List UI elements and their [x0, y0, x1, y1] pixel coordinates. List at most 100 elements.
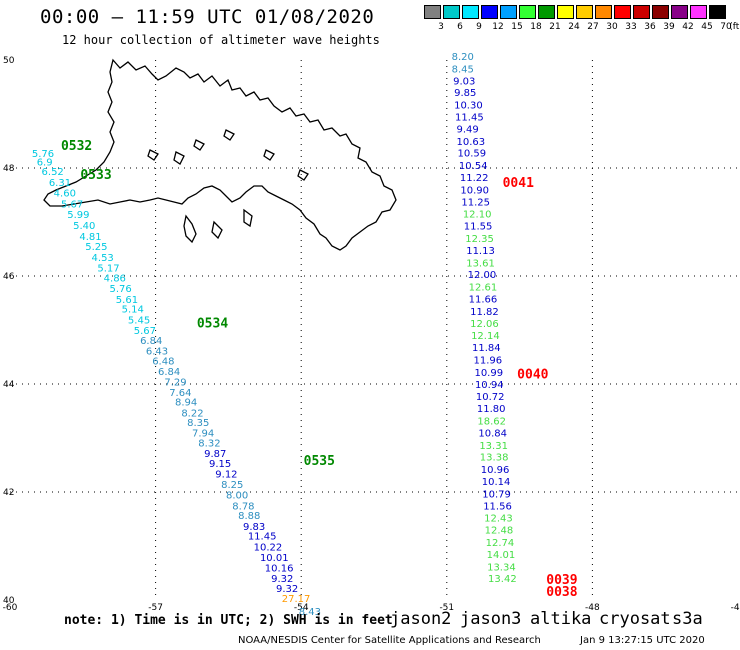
swh-value: 9.32 — [271, 574, 293, 585]
swh-value: 10.79 — [482, 489, 511, 500]
swh-value: 5.40 — [73, 221, 95, 232]
swh-value: 5.76 — [32, 149, 54, 160]
lat-tick-label: 44 — [3, 380, 15, 390]
swh-value: 11.13 — [466, 246, 495, 257]
legend-label: 70 — [720, 22, 732, 32]
swh-value: 5.45 — [128, 316, 150, 327]
swh-value: 10.63 — [457, 137, 486, 148]
swh-value: 6.84 — [140, 336, 162, 347]
legend-swatch — [481, 5, 498, 19]
legend-swatch — [709, 5, 726, 19]
legend-swatch — [443, 5, 460, 19]
swh-value: 10.90 — [460, 185, 489, 196]
legend-label: 30 — [606, 22, 618, 32]
generated-timestamp: Jan 9 13:27:15 UTC 2020 — [580, 635, 705, 646]
swh-value: 11.84 — [472, 343, 501, 354]
swh-value: 12.06 — [470, 319, 499, 330]
swh-value: 10.84 — [478, 428, 507, 439]
pass-time-label: 0039 — [546, 573, 577, 588]
legend-label: 39 — [663, 22, 675, 32]
swh-value: 9.87 — [204, 449, 226, 460]
swh-value: 7.64 — [169, 388, 191, 399]
swh-value: 12.61 — [469, 283, 498, 294]
swh-value: 10.01 — [260, 553, 289, 564]
west-satellite-track: 5.766.96.526.314.605.675.995.404.815.254… — [32, 149, 321, 618]
lon-tick-label: -57 — [148, 603, 163, 613]
swh-value: 10.99 — [474, 368, 503, 379]
legend-swatch — [576, 5, 593, 19]
swh-value: 11.25 — [461, 197, 490, 208]
swh-value: 11.96 — [473, 355, 502, 366]
swh-value: 12.43 — [484, 514, 513, 525]
swh-value: 10.72 — [476, 392, 505, 403]
satellite-jason3: jason3 — [460, 609, 522, 629]
swh-value: 13.31 — [479, 441, 508, 452]
swh-value: 12.74 — [486, 538, 515, 549]
map-subtitle: 12 hour collection of altimeter wave hei… — [62, 33, 380, 47]
swh-value: 4.60 — [54, 189, 76, 200]
swh-value: 7.94 — [192, 428, 214, 439]
legend-unit: (ft) — [729, 22, 740, 32]
swh-value: 11.45 — [248, 532, 277, 543]
swh-value: 8.22 — [181, 408, 203, 419]
swh-value: 8.25 — [221, 480, 243, 491]
legend-label: 21 — [549, 22, 561, 32]
swh-value: 4.53 — [92, 253, 114, 264]
legend-label: 6 — [457, 22, 463, 32]
swh-value: 5.99 — [67, 210, 89, 221]
legend-label: 45 — [701, 22, 713, 32]
legend-label: 18 — [530, 22, 542, 32]
legend-swatch — [424, 5, 441, 19]
legend-swatch — [557, 5, 574, 19]
swh-value: 10.22 — [254, 542, 283, 553]
swh-value: 12.14 — [471, 331, 500, 342]
swh-value: 10.96 — [481, 465, 510, 476]
swh-value: 11.22 — [460, 173, 489, 184]
swh-value: 5.25 — [85, 242, 107, 253]
swh-value: 5.17 — [97, 264, 119, 275]
legend-label: 36 — [644, 22, 656, 32]
swh-value: 10.30 — [454, 101, 483, 112]
legend-swatch — [690, 5, 707, 19]
swh-value: 11.66 — [469, 294, 498, 305]
swh-value: 18.62 — [477, 417, 506, 428]
swh-value: 6.52 — [42, 167, 64, 178]
lon-tick-label: -60 — [3, 603, 18, 613]
swh-value: 13.34 — [487, 562, 516, 573]
legend-swatch — [462, 5, 479, 19]
satellite-jason2: jason2 — [390, 609, 452, 629]
swh-value: 14.01 — [487, 550, 516, 561]
swh-value: 11.56 — [483, 501, 512, 512]
swh-value: 9.49 — [457, 124, 479, 135]
swh-value: 11.80 — [477, 404, 506, 415]
legend-swatch — [652, 5, 669, 19]
swh-value: 6.48 — [152, 357, 174, 368]
lat-tick-label: 50 — [3, 56, 15, 66]
satellite-s3a: s3a — [672, 609, 703, 629]
swh-value: 8.43 — [299, 607, 321, 618]
swh-value: 8.78 — [232, 501, 254, 512]
swh-value: 5.67 — [134, 326, 156, 337]
swh-value: 6.43 — [146, 346, 168, 357]
pass-time-label: 0040 — [517, 368, 548, 383]
swh-value: 10.94 — [475, 380, 504, 391]
swh-value: 5.14 — [122, 305, 144, 316]
swh-value: 9.03 — [453, 76, 475, 87]
swh-value: 8.32 — [198, 439, 220, 450]
swh-value: 9.32 — [276, 584, 298, 595]
swh-value: 5.76 — [109, 284, 131, 295]
lat-tick-label: 46 — [3, 272, 15, 282]
swh-value: 8.35 — [187, 418, 209, 429]
swh-value: 12.00 — [468, 270, 497, 281]
satellite-cryosat: cryosat — [599, 609, 671, 629]
legend-label: 15 — [511, 22, 523, 32]
swh-value: 10.16 — [265, 563, 294, 574]
swh-value: 9.15 — [209, 459, 231, 470]
legend-swatch — [614, 5, 631, 19]
swh-value: 5.61 — [116, 295, 138, 306]
pass-time-label: 0534 — [197, 316, 228, 331]
legend-label: 27 — [587, 22, 599, 32]
legend-swatch — [633, 5, 650, 19]
newfoundland-coastline — [43, 58, 397, 251]
